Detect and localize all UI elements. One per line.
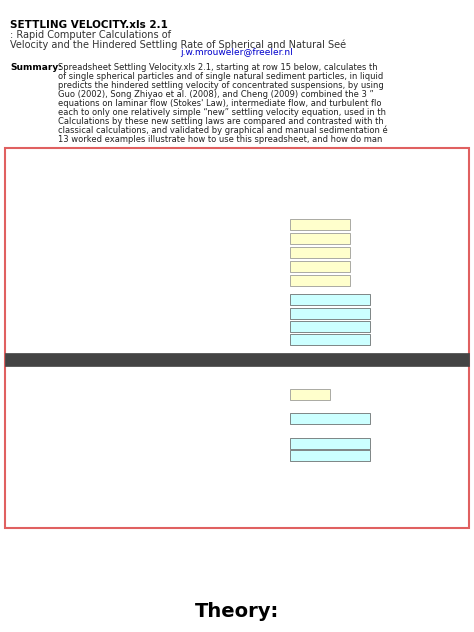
Text: If spherical particles:: If spherical particles:	[8, 429, 103, 438]
Text: 1000: 1000	[325, 263, 348, 272]
Text: Pa s: Pa s	[352, 277, 370, 286]
Text: uₕ = u * (1 - θ)*          Law of: uₕ = u * (1 - θ)* Law of	[200, 368, 328, 377]
Text: Calculations by these new settling laws are compared and contrasted with th: Calculations by these new settling laws …	[58, 117, 384, 126]
Text: Spreadsheet Settling Velocity.xls 2.1, starting at row 15 below, calculates th: Spreadsheet Settling Velocity.xls 2.1, s…	[58, 63, 378, 72]
Text: Additional INPUT:: Additional INPUT:	[8, 380, 98, 389]
Text: - Guo (2002): Calculated hindered settling velocity  uₕ =: - Guo (2002): Calculated hindered settli…	[8, 440, 264, 449]
Text: Density of fluid ρₔₗᵤᵢd  = ρₔ =: Density of fluid ρₔₗᵤᵢd = ρₔ =	[8, 263, 138, 272]
Text: equations on laminar flow (Stokes' Law), intermediate flow, and turbulent flo: equations on laminar flow (Stokes' Law),…	[58, 99, 382, 108]
Text: : Rapid Computer Calculations of: : Rapid Computer Calculations of	[10, 30, 171, 40]
Text: “Dimensionless particle diameter d.*” =: “Dimensionless particle diameter d.*” =	[8, 296, 191, 305]
Text: Protected; no password: Protected; no password	[71, 191, 170, 200]
Text: 0.0024198277: 0.0024198277	[302, 336, 368, 345]
Text: Acceleration of gravity  g =: Acceleration of gravity g =	[8, 221, 133, 230]
Text: m/s: m/s	[372, 323, 388, 332]
Text: 0.0005: 0.0005	[316, 249, 348, 258]
Text: - Cheng (2009): Calculated hindered settling velocity  uₕ =: - Cheng (2009): Calculated hindered sett…	[8, 452, 274, 461]
Text: m/s    n =: m/s n =	[372, 415, 416, 424]
Text: 0.0014297056: 0.0014297056	[302, 415, 368, 424]
Text: 0.0017930174: 0.0017930174	[302, 310, 368, 319]
Text: particles (Guo):: particles (Guo):	[46, 323, 119, 332]
Text: Viscosity of fluid ηₔₗᵤᵢd  = ηₔ =: Viscosity of fluid ηₔₗᵤᵢd = ηₔ =	[8, 277, 143, 286]
Text: meter  (Be A: meter (Be A	[352, 249, 410, 258]
Text: Calculated hindered settling velocity  uₕ =: Calculated hindered settling velocity uₕ…	[60, 415, 253, 424]
Text: 0.0019391809: 0.0019391809	[302, 452, 368, 461]
Text: Velocity and the Hindered Settling Rate of Spherical and Natural Seé: Velocity and the Hindered Settling Rate …	[10, 39, 346, 49]
Text: 2.  Calculation of the hindered settling velocity uₕ  if settling at high part: 2. Calculation of the hindered settling …	[8, 355, 382, 364]
Text: m/s    n =: m/s n =	[372, 440, 416, 449]
Text: kg/m³: kg/m³	[352, 235, 378, 244]
Text: INPUT:: INPUT:	[8, 210, 42, 219]
Text: Particle concentration as volume fraction: θ =: Particle concentration as volume fractio…	[8, 391, 217, 400]
Text: If natural sediment particles (Song Zhiyao (2008)):: If natural sediment particles (Song Zhiy…	[8, 405, 238, 414]
Text: Natural: Natural	[8, 310, 46, 319]
Text: Version :: Version :	[390, 156, 438, 166]
Text: Settling velocity u =: Settling velocity u =	[160, 336, 253, 345]
Text: 9.81: 9.81	[328, 221, 348, 230]
Text: of single spherical particles and of single natural sediment particles, in liqui: of single spherical particles and of sin…	[58, 72, 383, 81]
Text: Help file: see at row 365;: Help file: see at row 365;	[310, 191, 416, 200]
Text: 0.0018832128: 0.0018832128	[302, 440, 368, 449]
Text: 0.05: 0.05	[308, 391, 328, 400]
Text: 0.001: 0.001	[322, 277, 348, 286]
Text: particles (Song Zhiyao):: particles (Song Zhiyao):	[37, 310, 149, 319]
Text: predicts the hindered settling velocity of concentrated suspensions, by using: predicts the hindered settling velocity …	[58, 81, 384, 90]
Text: kg/m³: kg/m³	[352, 263, 378, 272]
Text: 1. Calculation of the settling velocity u of a single particle: natural sediñ: 1. Calculation of the settling velocity …	[8, 172, 410, 182]
Text: Settling velocity u =: Settling velocity u =	[160, 310, 253, 319]
Text: Guo (2002), Song Zhiyao et al. (2008), and Cheng (2009) combined the 3 ”: Guo (2002), Song Zhiyao et al. (2008), a…	[58, 90, 374, 99]
Text: SETTLING VELOCITY.xls 2.1: SETTLING VELOCITY.xls 2.1	[10, 20, 168, 30]
Text: Settling velocity u =: Settling velocity u =	[160, 323, 253, 332]
Text: Spherical: Spherical	[8, 323, 56, 332]
Text: 2.9053804197: 2.9053804197	[302, 296, 368, 305]
Text: particles (Cheng):: particles (Cheng):	[46, 336, 130, 345]
Text: 1020: 1020	[325, 235, 348, 244]
Text: Janwillem Rouweler, HAS University of Applied Sciences, NL: Janwillem Rouweler, HAS University of Ap…	[8, 182, 236, 191]
Text: m/s: m/s	[372, 310, 388, 319]
Text: Density of particle  ρₚₐᵣₜᵢcₗₑ  = ρₚ =: Density of particle ρₚₐᵣₜᵢcₗₑ = ρₚ =	[8, 235, 164, 244]
Text: Spherical: Spherical	[8, 336, 56, 345]
Text: Diameter of particle d =: Diameter of particle d =	[8, 249, 118, 258]
Text: Summary:: Summary:	[10, 63, 62, 72]
Text: [-] BE AWARE: [-] BE AWARE	[332, 391, 392, 400]
Text: SETTLING  VELOCITY: SETTLING VELOCITY	[149, 156, 325, 171]
Text: classical calculations, and validated by graphical and manual sedimentation é: classical calculations, and validated by…	[58, 126, 388, 135]
Text: each to only one relatively simple “new” settling velocity equation, used in th: each to only one relatively simple “new”…	[58, 108, 386, 117]
Text: Worked examples: see row 58.: Worked examples: see row 58.	[310, 199, 439, 208]
Text: m/s²: m/s²	[352, 221, 372, 230]
Text: j.w.mrouweler@freeler.nl: j.w.mrouweler@freeler.nl	[181, 48, 293, 57]
Text: m/s: m/s	[372, 336, 388, 345]
Text: 0.0023514809: 0.0023514809	[302, 323, 368, 332]
Text: 13 worked examples illustrate how to use this spreadsheet, and how do man: 13 worked examples illustrate how to use…	[58, 135, 383, 144]
Text: m/s    n =: m/s n =	[372, 452, 416, 461]
Text: Theory:: Theory:	[195, 602, 279, 621]
